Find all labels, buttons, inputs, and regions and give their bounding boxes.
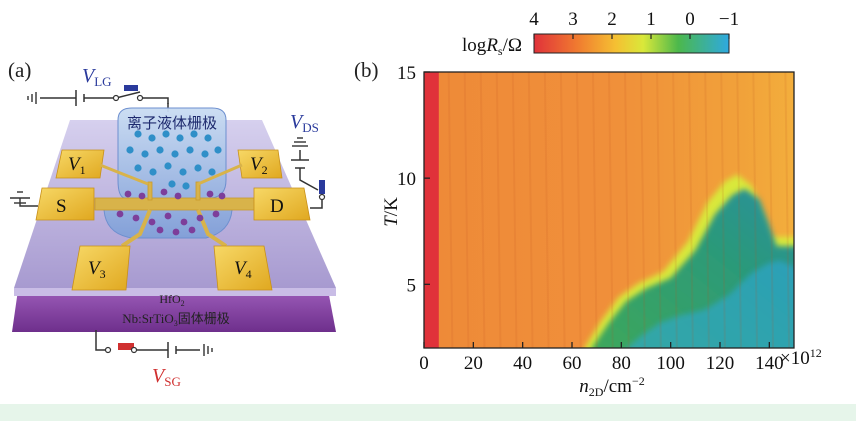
panel-a-letter: (a) (8, 58, 32, 82)
y-axis-ticks: 5 10 15 (397, 63, 430, 296)
vsg-circuit (95, 330, 200, 358)
y-tick-label: 15 (397, 63, 416, 84)
pad-label-d: D (270, 196, 284, 217)
pad-label-s: S (56, 196, 67, 217)
pad-v1 (55, 149, 105, 179)
colorbar (533, 33, 730, 54)
x-tick-label: 120 (706, 353, 735, 374)
pad-leads (99, 163, 243, 186)
background-streak (624, 72, 630, 348)
pad-label-v3: V3 (88, 258, 106, 281)
pad-d (253, 187, 311, 221)
background-streak (447, 72, 454, 348)
pad-v2 (237, 149, 283, 179)
ions-blue (126, 130, 222, 190)
y-axis-label: T/K (381, 197, 402, 227)
x-tick-label: 100 (656, 353, 685, 374)
vds-label: VDS (290, 111, 319, 135)
colorbar-tick-label: 3 (568, 9, 578, 30)
x-tick-label: 140 (755, 353, 784, 374)
background-streaks (447, 72, 791, 348)
colorbar-tick-label: 0 (685, 9, 695, 30)
panel-b-letter: (b) (354, 58, 379, 82)
plot-frame (423, 71, 795, 349)
background-streak (784, 72, 791, 348)
pad-s (35, 187, 95, 221)
pad-v4 (213, 245, 273, 291)
device-schematic: VLG VDS (10, 65, 336, 389)
substrate-front (12, 290, 336, 332)
ground-symbol-vds (292, 137, 308, 147)
background-streak (495, 72, 502, 348)
background-streak (511, 72, 518, 348)
background-streak (752, 72, 758, 348)
colorbar-tick-label: 1 (646, 9, 656, 30)
vlg-switch-box (124, 85, 138, 91)
y-tick-label: 5 (407, 275, 417, 296)
background-streak (543, 72, 550, 348)
pad-label-v2: V2 (250, 154, 268, 177)
substrate-label: Nb:SrTiO3固体栅极 (122, 311, 230, 328)
background-streak (608, 72, 614, 348)
background-streak (575, 72, 582, 348)
ground-symbol-vsg (203, 344, 213, 356)
x-axis-label: n2D/cm−2 (579, 374, 644, 399)
background-streak (463, 72, 470, 348)
pad-v3 (71, 245, 131, 291)
background-streak (672, 72, 678, 348)
colorbar-ticks: 4 3 2 1 0 −1 (529, 9, 739, 39)
colorbar-tick-label: 2 (607, 9, 617, 30)
heatmap-chart: 4 3 2 1 0 −1 logRs/Ω 0 20 40 60 80 100 120 140 51015… (381, 9, 822, 399)
background-streak (591, 72, 598, 348)
background-streak (559, 72, 566, 348)
x-tick-label: 60 (563, 353, 582, 374)
background-streak (640, 72, 646, 348)
ions-purple (116, 188, 226, 236)
y-tick-label: 10 (397, 169, 416, 190)
colorbar-label: logRs/Ω (462, 35, 522, 58)
footer-band (0, 404, 856, 421)
vsg-switch-box (118, 343, 134, 350)
x-multiplier: ×1012 (780, 346, 822, 369)
x-tick-label: 20 (464, 353, 483, 374)
background-streak (720, 72, 726, 348)
lowest-resistance-core (626, 260, 794, 348)
ground-symbol-s (10, 191, 38, 207)
background-streak (527, 72, 534, 348)
ionic-gate-label: 离子液体栅极 (127, 115, 217, 132)
background-streak (768, 72, 775, 348)
x-tick-label: 80 (612, 353, 631, 374)
x-tick-label: 40 (513, 353, 532, 374)
heatmap-field (424, 72, 794, 348)
background-streak (688, 72, 694, 348)
dielectric-label: HfO2 (159, 292, 184, 308)
contact-pads (35, 149, 311, 291)
background-streak (656, 72, 662, 348)
ground-symbol-vlg (27, 92, 37, 104)
vlg-circuit (40, 90, 169, 106)
vds-circuit (291, 150, 323, 209)
background-streak (479, 72, 486, 348)
pad-label-v1: V1 (68, 154, 86, 177)
x-tick-label: 0 (419, 353, 429, 374)
x-axis-ticks: 0 20 40 60 80 100 120 140 (419, 342, 784, 374)
colorbar-tick-label: −1 (719, 9, 739, 30)
high-resistance-strip (424, 72, 439, 348)
background-streak (736, 72, 742, 348)
vsg-label: VSG (152, 365, 181, 389)
vds-switch-box (319, 180, 325, 194)
colorbar-tick-label: 4 (529, 9, 539, 30)
background-streak (704, 72, 710, 348)
vlg-label: VLG (82, 65, 112, 89)
pad-label-v4: V4 (234, 258, 252, 281)
